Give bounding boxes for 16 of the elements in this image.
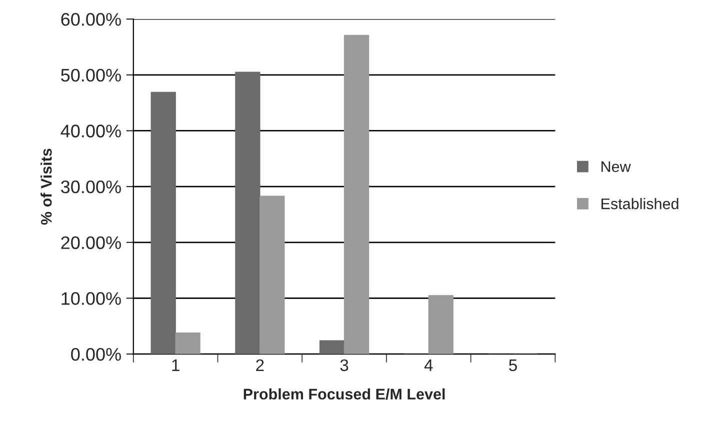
x-tick-label: 2 — [256, 359, 264, 371]
y-tick-label: 60.00% — [61, 13, 121, 26]
y-tick-label: 50.00% — [61, 68, 121, 82]
y-axis-title: % of Visits — [40, 148, 52, 225]
x-axis-title: Problem Focused E/M Level — [244, 388, 445, 400]
y-tick-label: 20.00% — [61, 236, 121, 250]
legend-label: Established — [602, 198, 678, 210]
y-tick-label: 10.00% — [62, 292, 121, 305]
x-tick-label: 1 — [172, 360, 180, 371]
y-tick-label: 0.00% — [71, 348, 121, 361]
y-tick-label: 30.00% — [61, 180, 121, 194]
x-tick-label: 3 — [340, 359, 348, 372]
x-tick-label: 5 — [509, 360, 517, 372]
legend-label: New — [602, 161, 631, 172]
y-tick-label: 40.00% — [60, 124, 121, 138]
x-tick-label: 4 — [424, 360, 433, 371]
